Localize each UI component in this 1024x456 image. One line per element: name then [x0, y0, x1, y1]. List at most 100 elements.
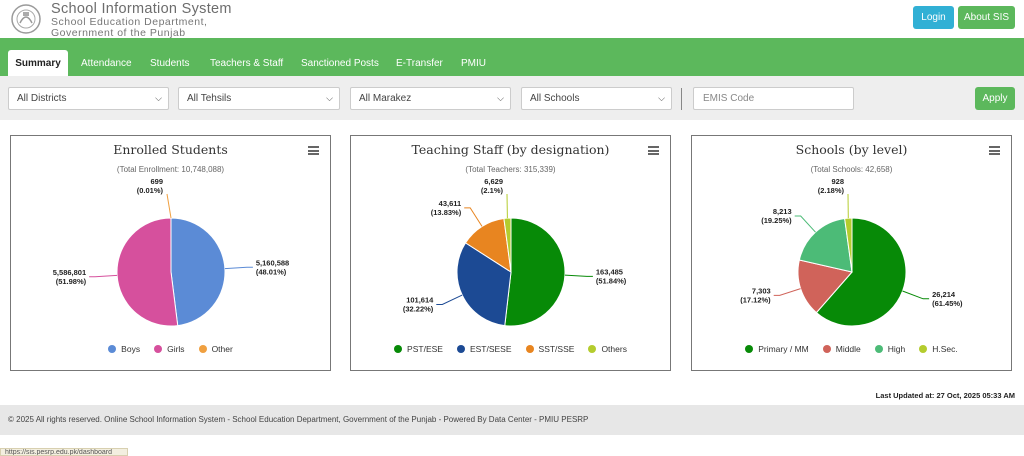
data-label-percent: (17.12%): [740, 295, 771, 304]
legend-label: PST/ESE: [407, 344, 443, 354]
tab-students[interactable]: Students: [150, 50, 189, 76]
data-label-percent: (2.1%): [481, 186, 504, 195]
legend-item-sst-sse[interactable]: SST/SSE: [526, 344, 575, 354]
legend-label: Other: [212, 344, 233, 354]
data-label-percent: (48.01%): [256, 267, 287, 276]
tehsil-select[interactable]: All Tehsils ⌵: [178, 87, 340, 110]
tab-e-transfer[interactable]: E-Transfer: [396, 50, 443, 76]
legend-dot: [108, 345, 116, 353]
markaz-select-value: All Marakez: [359, 93, 411, 104]
legend-item-others[interactable]: Others: [588, 344, 627, 354]
pie-slice-pst-ese[interactable]: [505, 218, 565, 326]
legend-label: High: [888, 344, 905, 354]
markaz-select[interactable]: All Marakez ⌵: [350, 87, 511, 110]
about-sis-button[interactable]: About SIS: [958, 6, 1015, 29]
app-title: School Information System: [51, 2, 232, 17]
school-select[interactable]: All Schools ⌵: [521, 87, 672, 110]
pie-slice-girls[interactable]: [117, 218, 178, 326]
school-select-value: All Schools: [530, 93, 579, 104]
district-select[interactable]: All Districts ⌵: [8, 87, 169, 110]
legend-dot: [154, 345, 162, 353]
data-label-value: 43,611: [439, 199, 462, 208]
legend-dot: [199, 345, 207, 353]
enrolled-students-card: Enrolled Students (Total Enrollment: 10,…: [10, 135, 331, 371]
footer-text: © 2025 All rights reserved. Online Schoo…: [0, 405, 1024, 435]
chart-legend: Primary / MM Middle High H.Sec.: [692, 344, 1011, 354]
chart-legend: PST/ESE EST/SESE SST/SSE Others: [351, 344, 670, 354]
login-button[interactable]: Login: [913, 6, 954, 29]
chart-legend: Boys Girls Other: [11, 344, 330, 354]
hamburger-menu-icon[interactable]: [648, 146, 659, 155]
data-label-value: 26,214: [932, 290, 956, 299]
pie-slice-boys[interactable]: [171, 218, 225, 326]
label-connector: [167, 194, 171, 218]
chevron-down-icon: ⌵: [658, 93, 665, 104]
schools-by-level-card: Schools (by level) (Total Schools: 42,65…: [691, 135, 1012, 371]
apply-button[interactable]: Apply: [975, 87, 1015, 110]
data-label-percent: (61.45%): [932, 299, 963, 308]
label-connector: [903, 291, 930, 299]
label-connector: [225, 267, 253, 268]
label-connector: [795, 216, 816, 232]
chevron-down-icon: ⌵: [497, 93, 504, 104]
data-label-percent: (32.22%): [403, 305, 434, 314]
data-label-value: 163,485: [596, 267, 623, 276]
hamburger-menu-icon[interactable]: [308, 146, 319, 155]
data-label-value: 101,614: [406, 296, 434, 305]
tab-attendance[interactable]: Attendance: [81, 50, 132, 76]
brand[interactable]: School Information System School Educati…: [51, 2, 232, 39]
legend-label: H.Sec.: [932, 344, 958, 354]
legend-dot: [457, 345, 465, 353]
data-label-value: 6,629: [484, 177, 503, 186]
legend-label: Boys: [121, 344, 140, 354]
data-label-percent: (0.01%): [137, 186, 164, 195]
legend-item-middle[interactable]: Middle: [823, 344, 861, 354]
tehsil-select-value: All Tehsils: [187, 93, 231, 104]
legend-item-pst-ese[interactable]: PST/ESE: [394, 344, 443, 354]
data-label-percent: (2.18%): [818, 186, 845, 195]
chart-title: Teaching Staff (by designation): [351, 142, 670, 157]
data-label-value: 928: [831, 177, 844, 186]
teaching-staff-pie: 163,485(51.84%) 101,614(32.22%) 43,611(13.…: [351, 176, 672, 341]
legend-item-boys[interactable]: Boys: [108, 344, 140, 354]
hamburger-menu-icon[interactable]: [989, 146, 1000, 155]
legend-dot: [588, 345, 596, 353]
chart-subtitle: (Total Enrollment: 10,748,088): [11, 165, 330, 174]
data-label-percent: (13.83%): [431, 208, 462, 217]
divider: [681, 88, 682, 110]
legend-item-h-sec[interactable]: H.Sec.: [919, 344, 958, 354]
tab-teachers-staff[interactable]: Teachers & Staff: [210, 50, 283, 76]
chart-subtitle: (Total Teachers: 315,339): [351, 165, 670, 174]
legend-label: EST/SESE: [470, 344, 512, 354]
legend-item-est-sese[interactable]: EST/SESE: [457, 344, 512, 354]
data-label-value: 7,303: [752, 286, 771, 295]
label-connector: [774, 289, 801, 296]
chart-title: Schools (by level): [692, 142, 1011, 157]
legend-label: Primary / MM: [758, 344, 809, 354]
enrolled-students-pie: 5,160,588(48.01%) 5,586,801(51.98%) 699(0.…: [11, 176, 332, 341]
legend-item-primary-mm[interactable]: Primary / MM: [745, 344, 809, 354]
emis-code-input[interactable]: EMIS Code: [693, 87, 854, 110]
tab-summary[interactable]: Summary: [8, 50, 68, 76]
legend-item-high[interactable]: High: [875, 344, 905, 354]
tab-pmiu[interactable]: PMIU: [461, 50, 486, 76]
legend-label: Middle: [836, 344, 861, 354]
legend-dot: [394, 345, 402, 353]
tab-sanctioned-posts[interactable]: Sanctioned Posts: [301, 50, 379, 76]
legend-item-other[interactable]: Other: [199, 344, 233, 354]
data-label-value: 8,213: [773, 207, 792, 216]
legend-dot: [823, 345, 831, 353]
label-connector: [436, 295, 462, 304]
legend-dot: [919, 345, 927, 353]
label-connector: [89, 275, 117, 276]
last-updated: Last Updated at: 27 Oct, 2025 05:33 AM: [876, 391, 1015, 400]
legend-label: Girls: [167, 344, 184, 354]
chevron-down-icon: ⌵: [326, 93, 333, 104]
legend-dot: [745, 345, 753, 353]
legend-item-girls[interactable]: Girls: [154, 344, 184, 354]
label-connector: [565, 275, 593, 276]
label-connector: [464, 208, 482, 227]
status-bar-url: https://sis.pesrp.edu.pk/dashboard: [0, 448, 128, 456]
data-label-percent: (19.25%): [761, 216, 792, 225]
site-header: School Information System School Educati…: [0, 0, 1024, 38]
